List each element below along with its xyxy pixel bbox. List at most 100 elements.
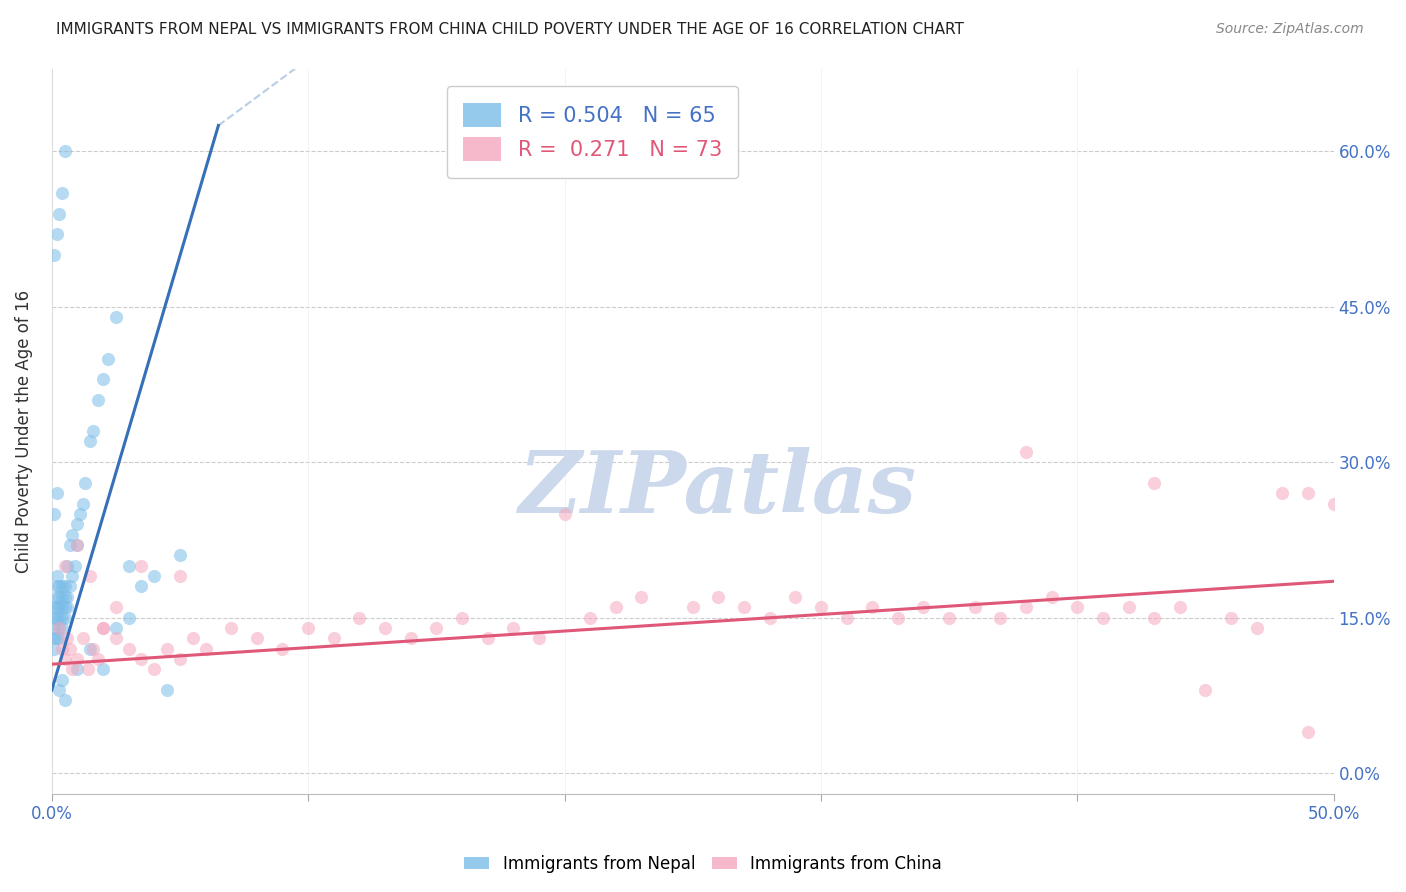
Point bbox=[51, 673, 73, 687]
Point bbox=[758, 610, 780, 624]
Point bbox=[169, 569, 191, 583]
Point bbox=[48, 206, 70, 220]
Point bbox=[374, 621, 396, 635]
Point bbox=[69, 507, 91, 521]
Point bbox=[707, 590, 730, 604]
Point bbox=[48, 600, 70, 615]
Point bbox=[527, 632, 550, 646]
Y-axis label: Child Poverty Under the Age of 16: Child Poverty Under the Age of 16 bbox=[15, 290, 32, 573]
Point bbox=[48, 610, 70, 624]
Point bbox=[131, 558, 153, 573]
Point bbox=[60, 527, 83, 541]
Point bbox=[87, 652, 110, 666]
Point bbox=[51, 600, 73, 615]
Point bbox=[91, 621, 114, 635]
Point bbox=[1143, 610, 1166, 624]
Point bbox=[82, 641, 104, 656]
Point bbox=[45, 600, 67, 615]
Point bbox=[82, 424, 104, 438]
Point bbox=[1066, 600, 1088, 615]
Point bbox=[1220, 610, 1243, 624]
Point bbox=[246, 632, 269, 646]
Point bbox=[45, 632, 67, 646]
Point bbox=[51, 579, 73, 593]
Point bbox=[79, 434, 101, 449]
Point bbox=[835, 610, 858, 624]
Point bbox=[51, 186, 73, 200]
Point bbox=[53, 145, 76, 159]
Point bbox=[131, 579, 153, 593]
Point bbox=[988, 610, 1011, 624]
Point bbox=[322, 632, 344, 646]
Point bbox=[118, 610, 141, 624]
Point bbox=[733, 600, 755, 615]
Point bbox=[53, 652, 76, 666]
Point bbox=[56, 558, 79, 573]
Point bbox=[53, 610, 76, 624]
Point bbox=[59, 641, 82, 656]
Point bbox=[1143, 475, 1166, 490]
Point bbox=[1323, 497, 1346, 511]
Point bbox=[810, 600, 832, 615]
Point bbox=[502, 621, 524, 635]
Point bbox=[1296, 486, 1319, 500]
Point bbox=[271, 641, 294, 656]
Point bbox=[60, 662, 83, 676]
Point bbox=[53, 590, 76, 604]
Point bbox=[477, 632, 499, 646]
Point bbox=[553, 507, 575, 521]
Point bbox=[399, 632, 422, 646]
Point bbox=[349, 610, 371, 624]
Point bbox=[785, 590, 807, 604]
Point bbox=[118, 641, 141, 656]
Point bbox=[682, 600, 704, 615]
Point bbox=[75, 475, 97, 490]
Point bbox=[66, 652, 89, 666]
Point bbox=[1040, 590, 1063, 604]
Point bbox=[66, 538, 89, 552]
Point bbox=[1015, 445, 1038, 459]
Point bbox=[579, 610, 602, 624]
Point bbox=[860, 600, 883, 615]
Point bbox=[451, 610, 474, 624]
Point bbox=[66, 662, 89, 676]
Point bbox=[53, 579, 76, 593]
Point bbox=[79, 569, 101, 583]
Point bbox=[48, 590, 70, 604]
Point bbox=[48, 621, 70, 635]
Point bbox=[630, 590, 652, 604]
Point bbox=[1246, 621, 1268, 635]
Point bbox=[169, 549, 191, 563]
Point bbox=[66, 517, 89, 532]
Point bbox=[48, 579, 70, 593]
Point bbox=[45, 227, 67, 242]
Point bbox=[104, 621, 127, 635]
Point bbox=[72, 632, 94, 646]
Point bbox=[91, 662, 114, 676]
Point bbox=[963, 600, 986, 615]
Point bbox=[53, 558, 76, 573]
Point bbox=[1168, 600, 1191, 615]
Point bbox=[938, 610, 960, 624]
Point bbox=[72, 497, 94, 511]
Point bbox=[48, 632, 70, 646]
Point bbox=[56, 632, 79, 646]
Point bbox=[91, 372, 114, 386]
Point bbox=[44, 507, 66, 521]
Point bbox=[45, 569, 67, 583]
Point bbox=[45, 590, 67, 604]
Point bbox=[56, 590, 79, 604]
Point bbox=[104, 600, 127, 615]
Point bbox=[297, 621, 319, 635]
Text: Source: ZipAtlas.com: Source: ZipAtlas.com bbox=[1216, 22, 1364, 37]
Point bbox=[181, 632, 204, 646]
Point bbox=[912, 600, 935, 615]
Point bbox=[156, 683, 179, 698]
Point bbox=[63, 558, 86, 573]
Point bbox=[1296, 724, 1319, 739]
Point bbox=[60, 569, 83, 583]
Point bbox=[143, 569, 166, 583]
Point bbox=[51, 610, 73, 624]
Point bbox=[1015, 600, 1038, 615]
Point bbox=[44, 632, 66, 646]
